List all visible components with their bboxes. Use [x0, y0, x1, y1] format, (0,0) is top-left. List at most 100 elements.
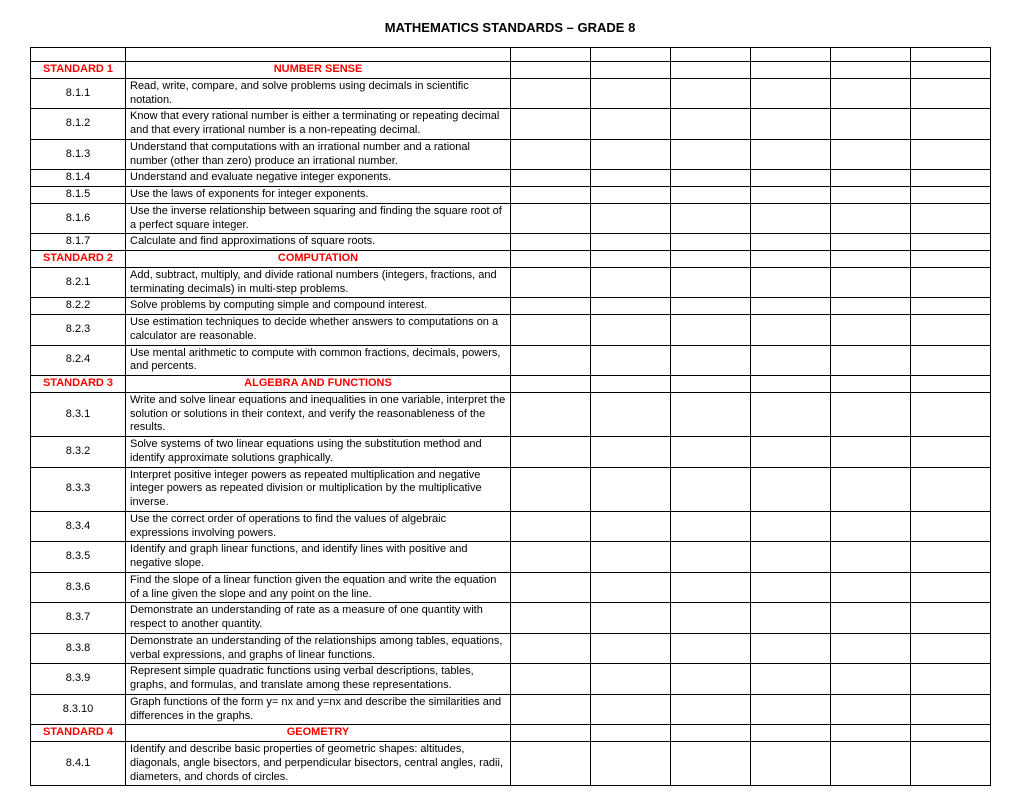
- cell-check: [831, 603, 911, 634]
- cell-check: [511, 170, 591, 187]
- cell-check: [831, 48, 911, 62]
- cell-check: [751, 742, 831, 786]
- cell-check: [911, 234, 991, 251]
- cell-code: [31, 48, 126, 62]
- cell-check: [831, 315, 911, 346]
- standard-title: NUMBER SENSE: [126, 62, 511, 79]
- cell-check: [671, 251, 751, 268]
- cell-check: [511, 572, 591, 603]
- cell-check: [671, 694, 751, 725]
- cell-check: [751, 170, 831, 187]
- item-code: 8.1.4: [31, 170, 126, 187]
- cell-check: [591, 467, 671, 511]
- cell-check: [591, 203, 671, 234]
- item-code: 8.3.5: [31, 542, 126, 573]
- cell-check: [751, 603, 831, 634]
- cell-check: [751, 437, 831, 468]
- cell-check: [591, 48, 671, 62]
- cell-check: [751, 725, 831, 742]
- item-code: 8.3.1: [31, 392, 126, 436]
- item-desc: Read, write, compare, and solve problems…: [126, 78, 511, 109]
- item-code: 8.2.1: [31, 267, 126, 298]
- cell-check: [751, 203, 831, 234]
- cell-check: [831, 170, 911, 187]
- item-desc: Write and solve linear equations and ine…: [126, 392, 511, 436]
- item-desc: Demonstrate an understanding of the rela…: [126, 633, 511, 664]
- item-code: 8.3.2: [31, 437, 126, 468]
- cell-check: [511, 633, 591, 664]
- cell-check: [671, 511, 751, 542]
- cell-check: [831, 109, 911, 140]
- item-desc: Demonstrate an understanding of rate as …: [126, 603, 511, 634]
- item-code: 8.1.3: [31, 139, 126, 170]
- table-row: 8.1.1Read, write, compare, and solve pro…: [31, 78, 991, 109]
- table-row: 8.1.7Calculate and find approximations o…: [31, 234, 991, 251]
- cell-check: [831, 511, 911, 542]
- cell-check: [511, 725, 591, 742]
- item-code: 8.3.4: [31, 511, 126, 542]
- standard-code: STANDARD 1: [31, 62, 126, 79]
- item-desc: Find the slope of a linear function give…: [126, 572, 511, 603]
- cell-check: [751, 62, 831, 79]
- table-row: 8.3.8Demonstrate an understanding of the…: [31, 633, 991, 664]
- cell-check: [831, 203, 911, 234]
- item-desc: Use the laws of exponents for integer ex…: [126, 187, 511, 204]
- item-code: 8.2.4: [31, 345, 126, 376]
- cell-check: [831, 392, 911, 436]
- table-row: 8.3.3Interpret positive integer powers a…: [31, 467, 991, 511]
- standard-code: STANDARD 2: [31, 251, 126, 268]
- cell-check: [831, 267, 911, 298]
- table-row: STANDARD 1NUMBER SENSE: [31, 62, 991, 79]
- cell-check: [911, 603, 991, 634]
- cell-check: [591, 170, 671, 187]
- cell-check: [751, 694, 831, 725]
- cell-check: [511, 298, 591, 315]
- cell-check: [911, 139, 991, 170]
- table-row: 8.1.4Understand and evaluate negative in…: [31, 170, 991, 187]
- item-desc: Solve problems by computing simple and c…: [126, 298, 511, 315]
- cell-check: [591, 78, 671, 109]
- table-row: 8.1.6Use the inverse relationship betwee…: [31, 203, 991, 234]
- cell-check: [511, 542, 591, 573]
- item-desc: Identify and describe basic properties o…: [126, 742, 511, 786]
- cell-check: [911, 437, 991, 468]
- item-desc: Identify and graph linear functions, and…: [126, 542, 511, 573]
- cell-check: [831, 345, 911, 376]
- item-desc: Interpret positive integer powers as rep…: [126, 467, 511, 511]
- item-code: 8.3.9: [31, 664, 126, 695]
- table-row: 8.3.2Solve systems of two linear equatio…: [31, 437, 991, 468]
- cell-check: [671, 664, 751, 695]
- cell-check: [591, 664, 671, 695]
- cell-check: [831, 78, 911, 109]
- cell-check: [911, 251, 991, 268]
- cell-check: [671, 48, 751, 62]
- table-row: STANDARD 4GEOMETRY: [31, 725, 991, 742]
- cell-check: [671, 376, 751, 393]
- cell-check: [751, 345, 831, 376]
- cell-check: [751, 315, 831, 346]
- table-row: 8.3.6Find the slope of a linear function…: [31, 572, 991, 603]
- cell-check: [831, 298, 911, 315]
- standard-code: STANDARD 4: [31, 725, 126, 742]
- cell-check: [911, 742, 991, 786]
- cell-check: [671, 725, 751, 742]
- cell-check: [671, 139, 751, 170]
- cell-check: [911, 376, 991, 393]
- cell-check: [591, 109, 671, 140]
- cell-check: [911, 467, 991, 511]
- cell-check: [751, 78, 831, 109]
- cell-check: [511, 251, 591, 268]
- page-title: MATHEMATICS STANDARDS – GRADE 8: [30, 20, 990, 35]
- item-code: 8.3.10: [31, 694, 126, 725]
- table-row: 8.3.1Write and solve linear equations an…: [31, 392, 991, 436]
- cell-check: [511, 78, 591, 109]
- cell-check: [751, 48, 831, 62]
- table-body: STANDARD 1NUMBER SENSE8.1.1Read, write, …: [31, 48, 991, 786]
- table-row: 8.2.1Add, subtract, multiply, and divide…: [31, 267, 991, 298]
- standard-title: COMPUTATION: [126, 251, 511, 268]
- cell-check: [511, 694, 591, 725]
- cell-check: [911, 633, 991, 664]
- cell-check: [831, 725, 911, 742]
- cell-check: [591, 234, 671, 251]
- cell-check: [831, 742, 911, 786]
